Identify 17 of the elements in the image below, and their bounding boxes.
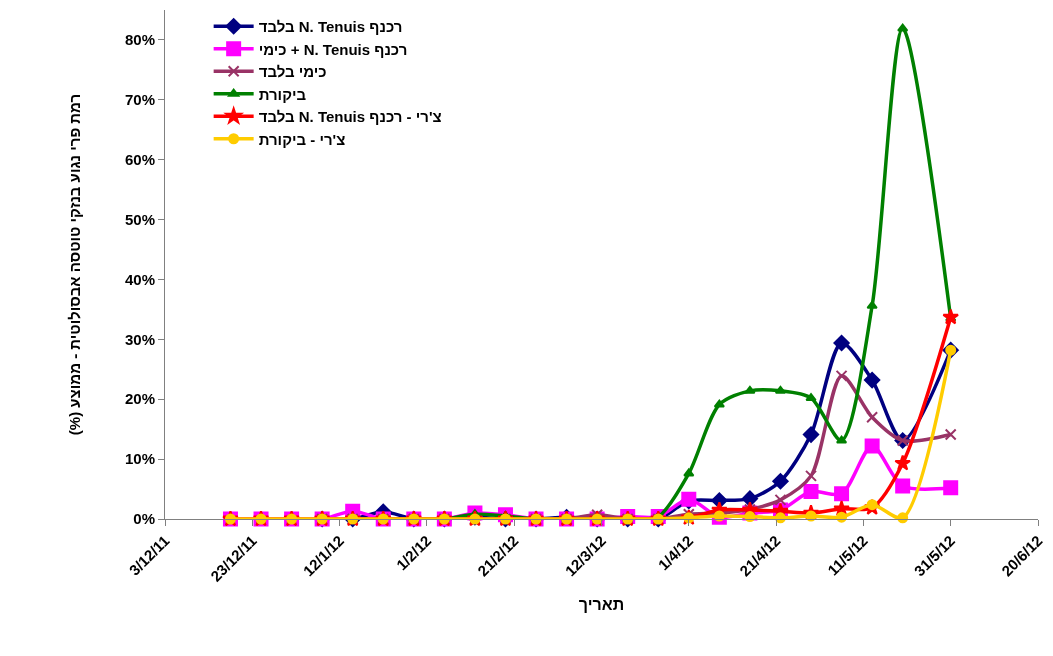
legend-label: ביקורת [258,85,307,103]
legend-label: רכנף N. Tenuis בלבד [258,18,403,36]
legend-label: צ'רי - ביקורת [258,130,346,148]
legend-label: כימי בלבד [258,63,327,81]
y-tick-label: 50% [124,210,155,228]
y-tick-label: 80% [124,31,155,49]
y-tick-label: 20% [124,390,155,408]
x-axis-title: תאריך [578,596,625,614]
y-tick-label: 60% [124,150,155,168]
y-axis-title: רמת פרי נגוע בנזקי טוטסה אבסולוטית - ממוצע (%) [66,93,84,436]
y-tick-label: 70% [124,91,155,109]
legend-label: רכנף N. Tenuis + כימי [258,40,408,58]
y-tick-label: 40% [124,270,155,288]
legend-label: צ'רי - רכנף N. Tenuis בלבד [258,108,442,126]
y-tick-label: 0% [133,510,155,528]
y-tick-label: 10% [124,450,155,468]
y-tick-label: 30% [124,330,155,348]
